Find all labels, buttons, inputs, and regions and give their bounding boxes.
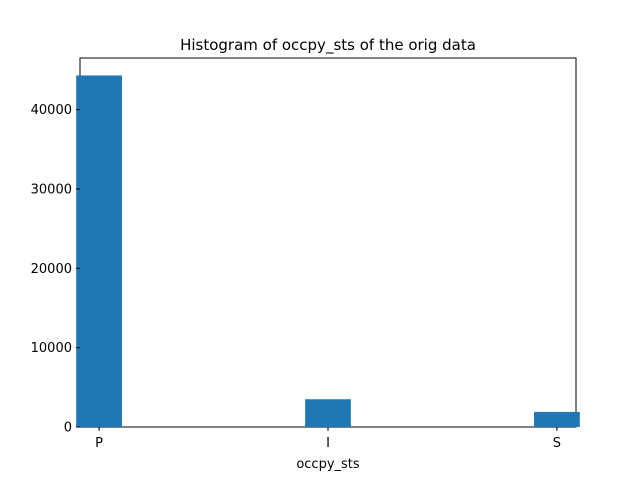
y-axis: 0 10000 20000 30000 40000 <box>31 103 80 436</box>
bar-p <box>76 75 122 428</box>
bar-i <box>305 399 351 427</box>
y-tick-label-20000: 20000 <box>31 262 72 277</box>
x-tick-label-p: P <box>95 436 103 451</box>
x-tick-label-i: I <box>326 436 330 451</box>
chart-title: Histogram of occpy_sts of the orig data <box>180 36 476 55</box>
plot-area <box>79 57 577 428</box>
x-axis-label: occpy_sts <box>296 457 360 472</box>
x-tick-label-s: S <box>553 436 561 451</box>
y-tick-label-40000: 40000 <box>31 103 72 118</box>
bar-group <box>76 75 580 428</box>
bar-s <box>534 411 580 427</box>
y-tick-label-0: 0 <box>64 421 72 436</box>
y-tick-label-10000: 10000 <box>31 341 72 356</box>
y-tick-label-30000: 30000 <box>31 182 72 197</box>
plot-background <box>80 58 576 427</box>
